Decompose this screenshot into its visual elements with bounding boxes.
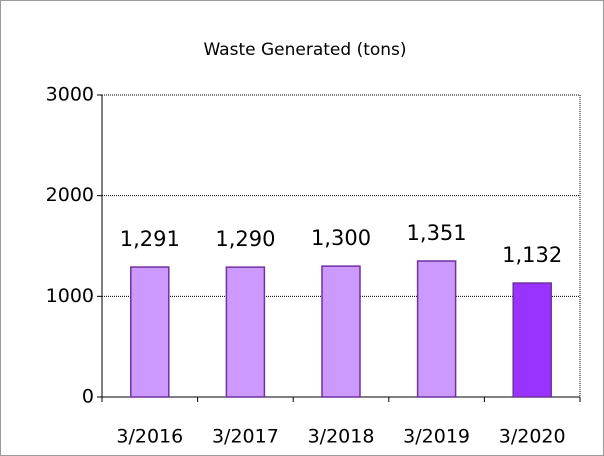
data-label: 1,291 — [120, 227, 180, 251]
y-tick-label: 3000 — [46, 84, 94, 106]
y-tick-label: 0 — [82, 386, 94, 408]
bar — [512, 282, 552, 398]
data-label: 1,351 — [407, 221, 467, 245]
x-tick-label: 3/2017 — [212, 426, 279, 448]
y-tick-label: 2000 — [46, 184, 94, 206]
x-tick-label: 3/2019 — [403, 426, 470, 448]
data-label: 1,132 — [502, 243, 562, 267]
x-tick-label: 3/2020 — [499, 426, 566, 448]
data-label: 1,300 — [311, 226, 371, 250]
bar — [416, 260, 457, 398]
y-tick-label: 1000 — [46, 285, 94, 307]
bar — [130, 266, 170, 398]
data-label: 1,290 — [215, 227, 275, 251]
bar — [321, 265, 361, 398]
x-tick-label: 3/2016 — [116, 426, 183, 448]
x-tick-label: 3/2018 — [308, 426, 375, 448]
chart-title: Waste Generated (tons) — [203, 40, 406, 60]
bar — [225, 266, 266, 398]
